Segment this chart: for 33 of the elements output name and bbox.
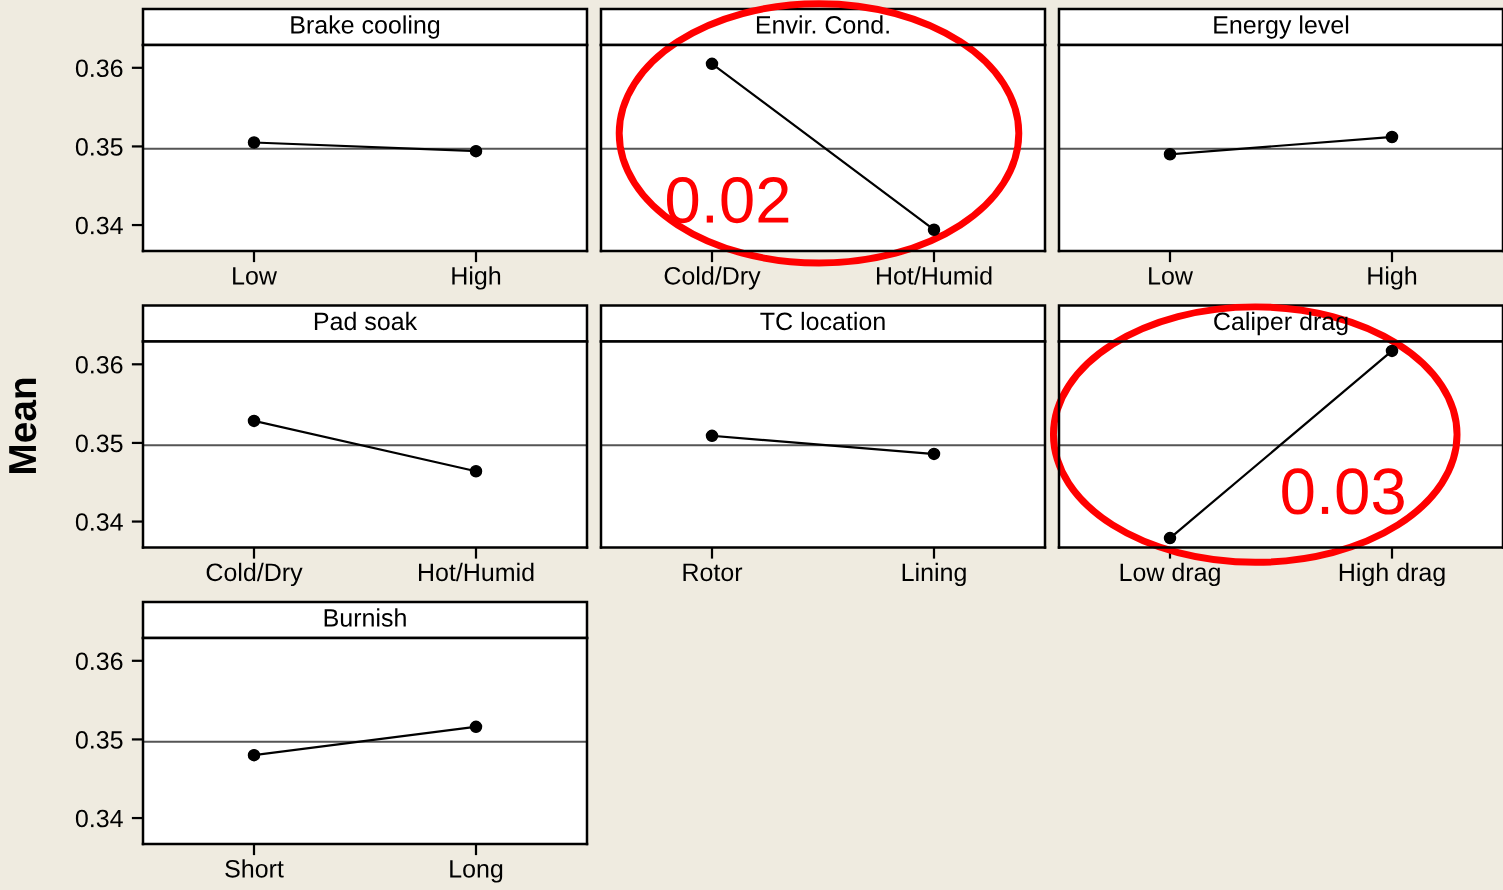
- chart-title: Brake cooling: [291, 15, 440, 39]
- chart-title: Caliper drag: [1214, 311, 1348, 336]
- y-tick-label: 0.36: [75, 652, 123, 671]
- y-tick-label: 0.34: [75, 216, 123, 235]
- y-tick-label: 0.36: [75, 355, 123, 374]
- chart-title: TC location: [760, 311, 885, 331]
- x-tick-label: Short: [225, 859, 284, 878]
- x-tick-label: High drag: [1339, 562, 1445, 587]
- x-tick-label: Low drag: [1120, 562, 1220, 587]
- x-tick-label: Long: [450, 860, 503, 883]
- x-tick-label: Cold/Dry: [664, 266, 761, 290]
- annotation: 0.03: [1282, 468, 1404, 515]
- x-tick-label: Rotor: [683, 563, 743, 582]
- annotation: 0.02: [667, 176, 789, 224]
- y-tick-label: 0.35: [75, 434, 123, 453]
- x-tick-label: Cold/Dry: [206, 562, 303, 587]
- x-tick-label: High: [452, 266, 501, 290]
- y-axis-title: Mean: [9, 378, 37, 474]
- y-tick-label: 0.35: [75, 138, 123, 156]
- x-tick-label: Low: [233, 267, 277, 285]
- chart-title: Burnish: [324, 608, 406, 627]
- chart-title: Pad soak: [314, 311, 418, 331]
- y-tick-label: 0.34: [75, 513, 123, 531]
- y-tick-label: 0.34: [75, 809, 123, 828]
- x-tick-label: Low: [1149, 267, 1193, 285]
- x-tick-label: Hot/Humid: [877, 266, 992, 285]
- x-tick-label: Hot/Humid: [419, 562, 534, 582]
- x-tick-label: High: [1368, 266, 1417, 290]
- y-tick-label: 0.36: [75, 59, 123, 78]
- x-tick-label: Lining: [902, 562, 966, 587]
- chart-title: Energy level: [1214, 15, 1349, 39]
- y-tick-label: 0.35: [75, 731, 123, 749]
- chart-title: Envir. Cond.: [756, 15, 889, 34]
